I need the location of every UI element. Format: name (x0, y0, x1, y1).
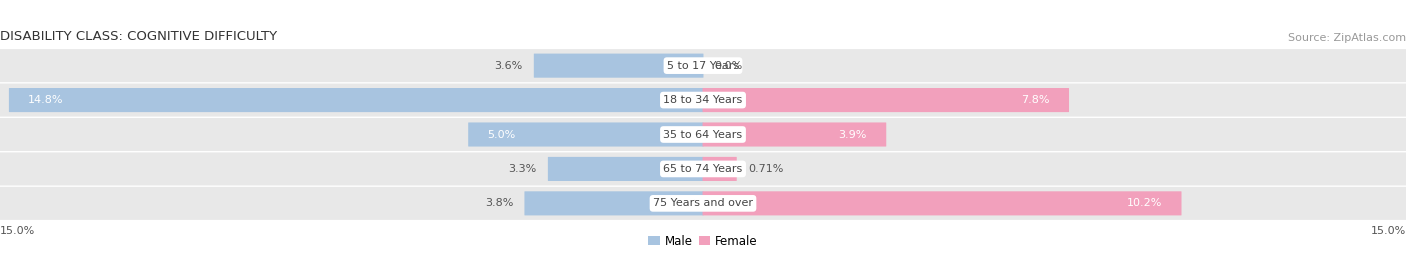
FancyBboxPatch shape (703, 157, 737, 181)
Text: 7.8%: 7.8% (1021, 95, 1050, 105)
FancyBboxPatch shape (468, 122, 703, 147)
Text: 75 Years and over: 75 Years and over (652, 198, 754, 208)
FancyBboxPatch shape (548, 157, 703, 181)
Legend: Male, Female: Male, Female (644, 230, 762, 253)
FancyBboxPatch shape (0, 153, 1406, 185)
FancyBboxPatch shape (703, 191, 1181, 215)
Text: 14.8%: 14.8% (28, 95, 63, 105)
FancyBboxPatch shape (0, 84, 1406, 116)
FancyBboxPatch shape (703, 88, 1069, 112)
Text: 3.6%: 3.6% (495, 61, 523, 71)
Text: 15.0%: 15.0% (0, 226, 35, 236)
FancyBboxPatch shape (0, 118, 1406, 151)
Text: 0.71%: 0.71% (748, 164, 783, 174)
Text: 3.9%: 3.9% (838, 129, 868, 140)
Text: 5 to 17 Years: 5 to 17 Years (666, 61, 740, 71)
Text: 3.8%: 3.8% (485, 198, 513, 208)
FancyBboxPatch shape (0, 49, 1406, 82)
Text: 35 to 64 Years: 35 to 64 Years (664, 129, 742, 140)
FancyBboxPatch shape (0, 187, 1406, 220)
FancyBboxPatch shape (534, 54, 703, 78)
Text: 65 to 74 Years: 65 to 74 Years (664, 164, 742, 174)
Text: DISABILITY CLASS: COGNITIVE DIFFICULTY: DISABILITY CLASS: COGNITIVE DIFFICULTY (0, 30, 277, 43)
Text: Source: ZipAtlas.com: Source: ZipAtlas.com (1288, 33, 1406, 43)
Text: 0.0%: 0.0% (714, 61, 742, 71)
FancyBboxPatch shape (703, 122, 886, 147)
FancyBboxPatch shape (524, 191, 703, 215)
FancyBboxPatch shape (8, 88, 703, 112)
Text: 3.3%: 3.3% (509, 164, 537, 174)
Text: 10.2%: 10.2% (1128, 198, 1163, 208)
Text: 5.0%: 5.0% (488, 129, 516, 140)
Text: 15.0%: 15.0% (1371, 226, 1406, 236)
Text: 18 to 34 Years: 18 to 34 Years (664, 95, 742, 105)
